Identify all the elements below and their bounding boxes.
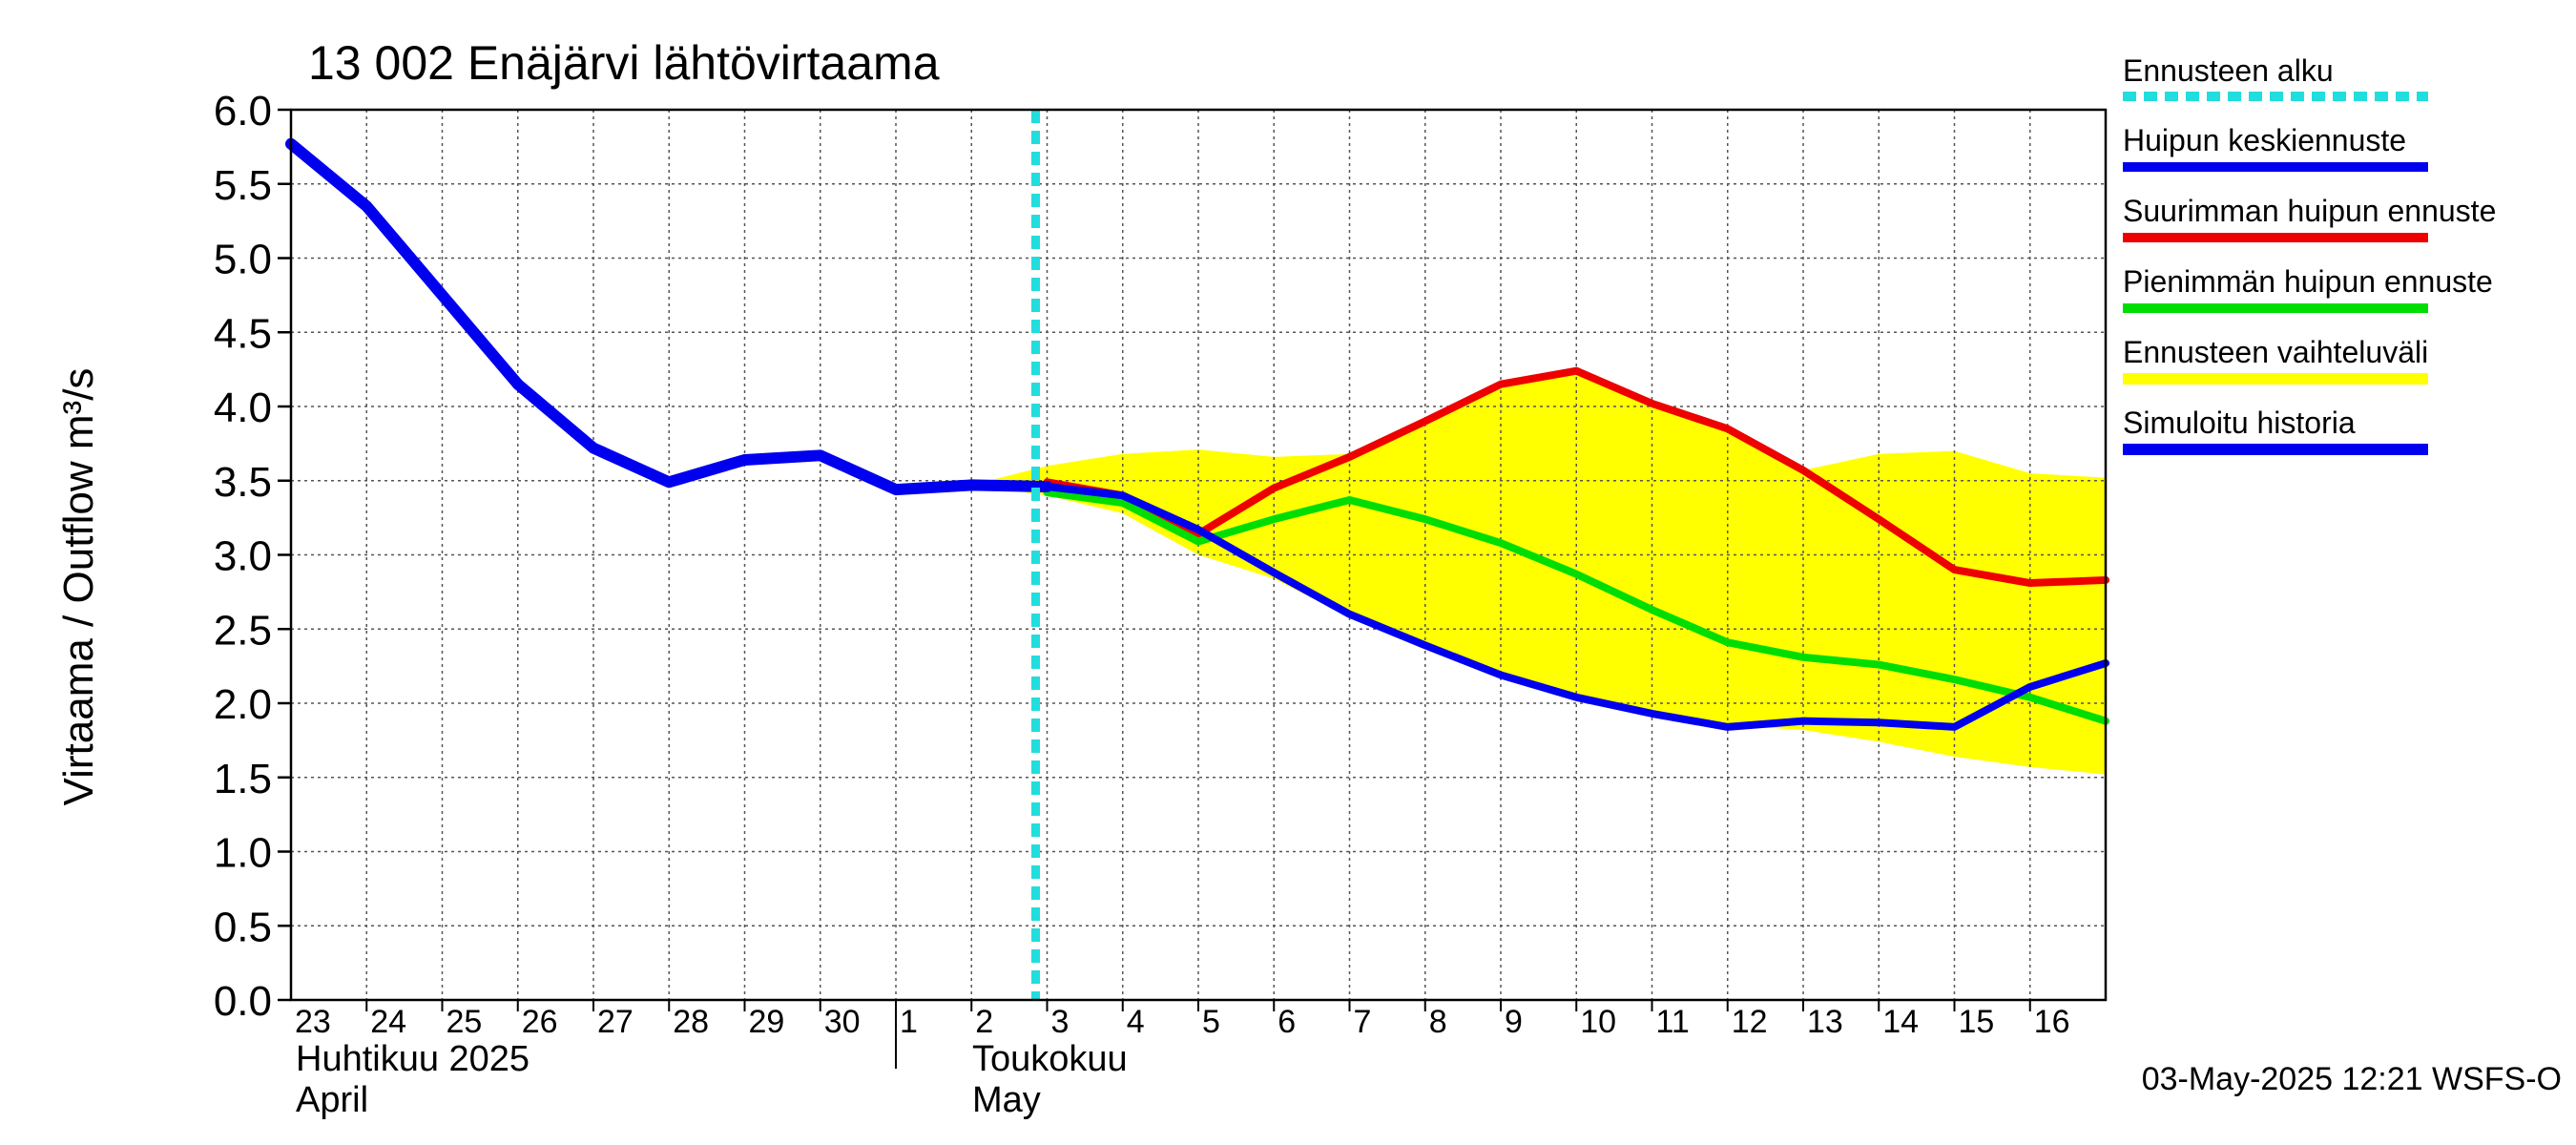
month-label-april-en: April	[296, 1080, 368, 1120]
legend-label-history: Simuloitu historia	[2123, 406, 2356, 440]
x-tick-label: 5	[1202, 1004, 1220, 1040]
x-tick-label: 30	[824, 1004, 861, 1040]
x-tick-label: 23	[295, 1004, 331, 1040]
y-tick-label: 0.5	[214, 904, 272, 950]
series-line-min-peak	[1043, 489, 2109, 725]
y-tick-label: 1.5	[214, 756, 272, 802]
y-tick-label: 5.5	[214, 162, 272, 209]
y-tick-label: 4.5	[214, 310, 272, 357]
month-label-april-fi: Huhtikuu 2025	[296, 1039, 530, 1079]
legend-label-mean-peak: Huipun keskiennuste	[2123, 123, 2406, 157]
x-tick-label: 26	[522, 1004, 558, 1040]
legend-label-forecast-start: Ennusteen alku	[2123, 53, 2334, 88]
series-line-mean-peak	[1043, 482, 2109, 731]
y-tick-label: 4.0	[214, 385, 272, 431]
x-tick-label: 6	[1278, 1004, 1296, 1040]
x-tick-label: 7	[1354, 1004, 1372, 1040]
legend-label-min-peak: Pienimmän huipun ennuste	[2123, 264, 2493, 299]
x-tick-label: 10	[1580, 1004, 1616, 1040]
x-tick-label: 12	[1732, 1004, 1768, 1040]
x-tick-label: 9	[1505, 1004, 1523, 1040]
x-tick-label: 28	[673, 1004, 709, 1040]
series-line-history	[285, 137, 1053, 496]
month-label-may-en: May	[972, 1080, 1041, 1120]
chart-legend: Ennusteen alku Huipun keskiennuste Suuri…	[2123, 53, 2496, 455]
x-tick-label: 2	[975, 1004, 993, 1040]
forecast-range-band	[971, 370, 2106, 775]
y-tick-label: 0.0	[214, 978, 272, 1025]
y-tick-label: 1.0	[214, 830, 272, 877]
grid-lines	[291, 110, 2106, 1000]
footer-timestamp: 03-May-2025 12:21 WSFS-O	[2142, 1061, 2562, 1097]
x-tick-label: 27	[597, 1004, 634, 1040]
x-tick-label: 8	[1429, 1004, 1447, 1040]
y-tick-label: 3.5	[214, 459, 272, 506]
legend-label-range: Ennusteen vaihteluväli	[2123, 335, 2428, 369]
x-axis-ticks: 23 24 25 26 27 28 29 30 1 2 3 4 5 6 7 8 9 10 11 12 13 14 15 16	[295, 1000, 2070, 1069]
x-tick-label: 15	[1959, 1004, 1995, 1040]
y-tick-label: 2.5	[214, 607, 272, 654]
series-line-max-peak	[1043, 366, 2109, 588]
chart-title: 13 002 Enäjärvi lähtövirtaama	[308, 36, 940, 90]
x-tick-label: 13	[1807, 1004, 1843, 1040]
x-tick-label: 1	[900, 1004, 918, 1040]
y-tick-label: 6.0	[214, 88, 272, 135]
month-label-may-fi: Toukokuu	[972, 1039, 1128, 1079]
legend-label-max-peak: Suurimman huipun ennuste	[2123, 194, 2496, 228]
x-tick-label: 25	[447, 1004, 483, 1040]
y-tick-label: 2.0	[214, 681, 272, 728]
x-tick-label: 14	[1882, 1004, 1919, 1040]
y-tick-label: 5.0	[214, 237, 272, 283]
x-tick-label: 3	[1051, 1004, 1070, 1040]
plot-area	[285, 108, 2109, 1002]
y-axis-label: Virtaama / Outflow m³/s	[55, 368, 102, 806]
x-tick-label: 4	[1127, 1004, 1145, 1040]
x-tick-label: 11	[1656, 1004, 1690, 1040]
x-tick-label: 29	[749, 1004, 785, 1040]
x-tick-label: 24	[370, 1004, 406, 1040]
x-tick-label: 16	[2034, 1004, 2070, 1040]
y-tick-label: 3.0	[214, 533, 272, 580]
y-axis-ticks: 0.0 0.5 1.0 1.5 2.0 2.5 3.0 3.5 4.0 4.5 5.0 5.5 6.0	[214, 88, 291, 1025]
